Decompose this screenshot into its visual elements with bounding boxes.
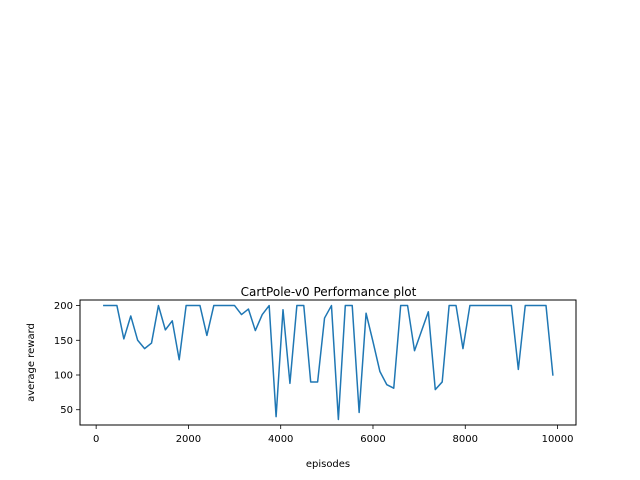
y-tick-label: 50 — [60, 405, 73, 416]
x-tick-label: 6000 — [360, 434, 385, 445]
x-tick-label: 4000 — [268, 434, 293, 445]
plot-frame — [79, 299, 577, 426]
y-tick-label: 100 — [54, 371, 73, 382]
x-tick-label: 0 — [93, 434, 99, 445]
x-tick-label: 10000 — [542, 434, 574, 445]
chart-title: CartPole-v0 Performance plot — [241, 285, 417, 299]
series-line — [103, 304, 554, 421]
y-axis-label: average reward — [26, 323, 37, 402]
x-axis-label: episodes — [306, 459, 350, 470]
y-tick-label: 200 — [54, 301, 73, 312]
x-tick-label: 8000 — [453, 434, 478, 445]
y-tick-label: 150 — [54, 336, 73, 347]
x-tick-label: 2000 — [176, 434, 201, 445]
y-axis: 50 100 150 200 — [54, 301, 80, 416]
x-axis: 0 2000 4000 6000 8000 10000 — [93, 425, 573, 445]
